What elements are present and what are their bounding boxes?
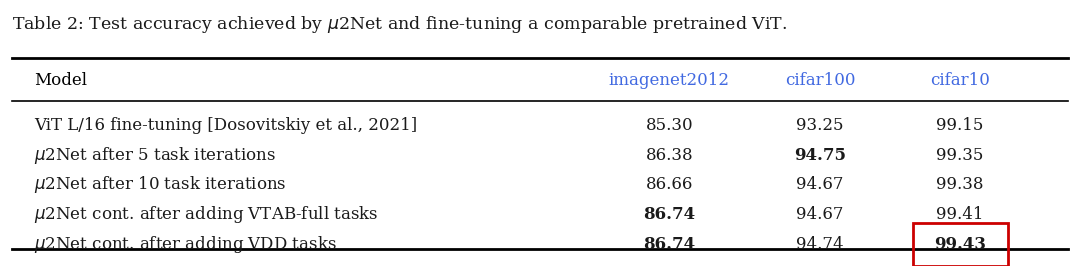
Text: 94.67: 94.67 [796, 176, 843, 193]
Text: imagenet2012: imagenet2012 [609, 72, 730, 89]
Text: 99.41: 99.41 [936, 206, 984, 223]
Text: 99.38: 99.38 [936, 176, 984, 193]
Text: 85.30: 85.30 [646, 117, 693, 134]
Text: cifar10: cifar10 [930, 72, 990, 89]
Text: 86.74: 86.74 [644, 206, 696, 223]
Text: 93.25: 93.25 [796, 117, 843, 134]
Text: 94.75: 94.75 [794, 147, 846, 164]
Text: 99.43: 99.43 [934, 236, 986, 253]
Text: 94.74: 94.74 [796, 236, 843, 253]
Text: 86.38: 86.38 [646, 147, 693, 164]
Text: Table 2: Test accuracy achieved by $\mu$2Net and fine-tuning a comparable pretra: Table 2: Test accuracy achieved by $\mu$… [12, 14, 787, 35]
Text: cifar100: cifar100 [785, 72, 855, 89]
Text: $\mu$2Net cont. after adding VTAB-full tasks: $\mu$2Net cont. after adding VTAB-full t… [33, 204, 378, 225]
Text: 99.35: 99.35 [936, 147, 984, 164]
Text: $\mu$2Net cont. after adding VDD tasks: $\mu$2Net cont. after adding VDD tasks [33, 234, 337, 255]
Text: 86.66: 86.66 [646, 176, 693, 193]
Text: ViT L/16 fine-tuning [Dosovitskiy et al., 2021]: ViT L/16 fine-tuning [Dosovitskiy et al.… [33, 117, 417, 134]
Text: Model: Model [33, 72, 86, 89]
Text: $\mu$2Net after 5 task iterations: $\mu$2Net after 5 task iterations [33, 145, 275, 166]
Text: 99.15: 99.15 [936, 117, 984, 134]
Text: 86.74: 86.74 [644, 236, 696, 253]
Text: 94.67: 94.67 [796, 206, 843, 223]
Text: $\mu$2Net after 10 task iterations: $\mu$2Net after 10 task iterations [33, 174, 286, 195]
